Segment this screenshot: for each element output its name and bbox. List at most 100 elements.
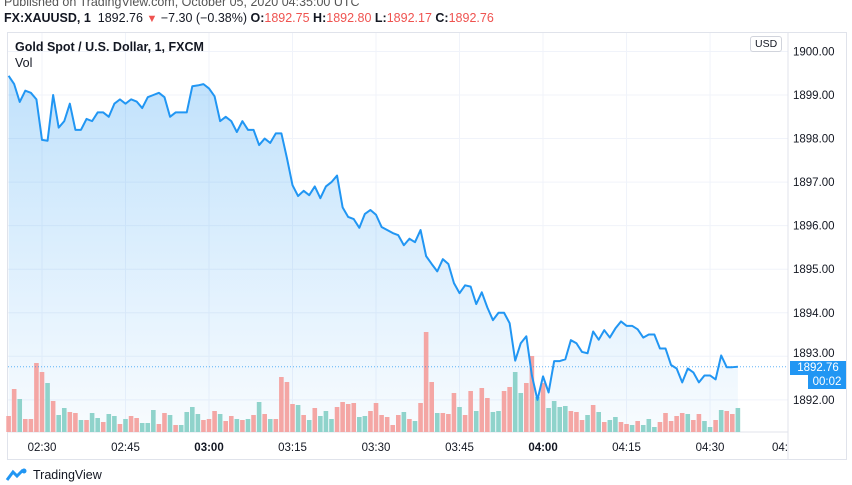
- volume-bar: [223, 421, 229, 432]
- volume-bar: [28, 419, 34, 432]
- volume-bar: [407, 419, 412, 432]
- volume-bar: [234, 419, 240, 432]
- volume-bar: [290, 404, 295, 432]
- volume-bar: [618, 422, 624, 432]
- y-tick-label: 1895.00: [793, 264, 835, 276]
- volume-bar: [195, 414, 201, 432]
- volume-bar: [646, 419, 652, 432]
- volume-bar: [373, 403, 379, 432]
- volume-bar: [668, 421, 674, 432]
- close-label: C:: [435, 11, 449, 25]
- volume-bar: [557, 407, 563, 432]
- volume-bar: [318, 416, 323, 432]
- volume-bar: [228, 416, 234, 432]
- volume-bar: [312, 408, 318, 432]
- volume-bar: [674, 416, 679, 432]
- volume-bar: [245, 419, 251, 432]
- volume-bar: [128, 416, 134, 432]
- y-tick-label: 1897.00: [793, 177, 835, 189]
- volume-bar: [446, 414, 451, 432]
- volume-bar: [284, 382, 290, 432]
- volume-bar: [351, 403, 357, 432]
- volume-bar: [212, 411, 217, 432]
- volume-bar: [217, 414, 223, 432]
- volume-bar: [273, 419, 279, 432]
- volume-bar: [6, 416, 11, 432]
- volume-bar: [601, 422, 607, 432]
- volume-bar: [640, 425, 646, 432]
- volume-bar: [395, 415, 401, 432]
- x-tick-label: 03:00: [194, 442, 223, 454]
- last-price: 1892.76: [97, 11, 143, 25]
- volume-bar: [652, 427, 657, 432]
- volume-bar: [691, 420, 696, 432]
- currency-badge[interactable]: USD: [750, 36, 783, 52]
- volume-bar: [323, 411, 329, 432]
- volume-bar: [629, 425, 635, 432]
- volume-bar: [724, 411, 730, 432]
- volume-bar: [713, 420, 718, 432]
- symbol-name: FX:XAUUSD, 1: [4, 11, 91, 25]
- volume-bar: [518, 393, 524, 432]
- volume-bar: [139, 423, 145, 432]
- volume-bar: [462, 415, 468, 432]
- volume-bar: [345, 404, 351, 432]
- volume-bar: [401, 412, 407, 432]
- volume-bar: [117, 424, 123, 432]
- volume-bar: [134, 418, 139, 432]
- x-tick-label: 03:45: [445, 442, 474, 454]
- last-price-label: 1892.76: [790, 361, 846, 375]
- footer-brand[interactable]: TradingView: [5, 468, 102, 482]
- volume-bar: [429, 382, 434, 432]
- close-value: 1892.76: [448, 11, 494, 25]
- y-tick-label: 1896.00: [793, 221, 835, 233]
- volume-bar: [306, 420, 312, 432]
- x-tick-label: 02:30: [28, 442, 57, 454]
- x-tick-label: 03:15: [278, 442, 307, 454]
- volume-bar: [657, 422, 663, 432]
- volume-bar: [574, 412, 579, 432]
- volume-bar: [340, 402, 345, 432]
- volume-bar: [178, 425, 184, 432]
- volume-bar: [357, 417, 362, 432]
- volume-bar: [295, 405, 301, 432]
- low-label: L:: [374, 11, 387, 25]
- volume-bar: [251, 415, 256, 432]
- price-line: [7, 75, 738, 401]
- volume-bar: [457, 407, 462, 432]
- volume-bar: [423, 332, 429, 432]
- x-tick-label: 04:00: [528, 442, 557, 454]
- volume-bar: [434, 413, 440, 432]
- volume-bar: [507, 387, 512, 432]
- open-value: 1892.75: [264, 11, 310, 25]
- volume-bar: [256, 402, 262, 432]
- volume-bar: [624, 424, 629, 432]
- volume-bar: [184, 412, 190, 432]
- volume-bar: [334, 407, 340, 432]
- volume-bar: [362, 416, 368, 432]
- volume-bar: [702, 421, 707, 432]
- chart-frame: [7, 32, 847, 460]
- volume-bar: [17, 399, 23, 432]
- volume-bar: [329, 419, 334, 432]
- volume-bar: [579, 420, 585, 432]
- triangle-down-icon: ▼: [146, 13, 158, 25]
- y-tick-label: 1894.00: [793, 308, 835, 320]
- volume-bar: [190, 407, 195, 432]
- footer-brand-text: TradingView: [33, 468, 102, 482]
- volume-bar: [585, 415, 590, 432]
- volume-bar: [100, 422, 106, 432]
- volume-bar: [696, 414, 702, 432]
- volume-bar: [596, 412, 601, 432]
- volume-bar: [718, 410, 724, 432]
- volume-bar: [607, 420, 613, 432]
- volume-bar: [73, 413, 78, 432]
- volume-bar: [451, 393, 457, 432]
- y-tick-label: 1900.00: [793, 46, 835, 58]
- x-tick-label: 04:15: [612, 442, 641, 454]
- volume-bar: [167, 415, 173, 432]
- volume-bar: [485, 398, 490, 432]
- volume-bar: [679, 413, 685, 432]
- volume-bar: [145, 423, 151, 432]
